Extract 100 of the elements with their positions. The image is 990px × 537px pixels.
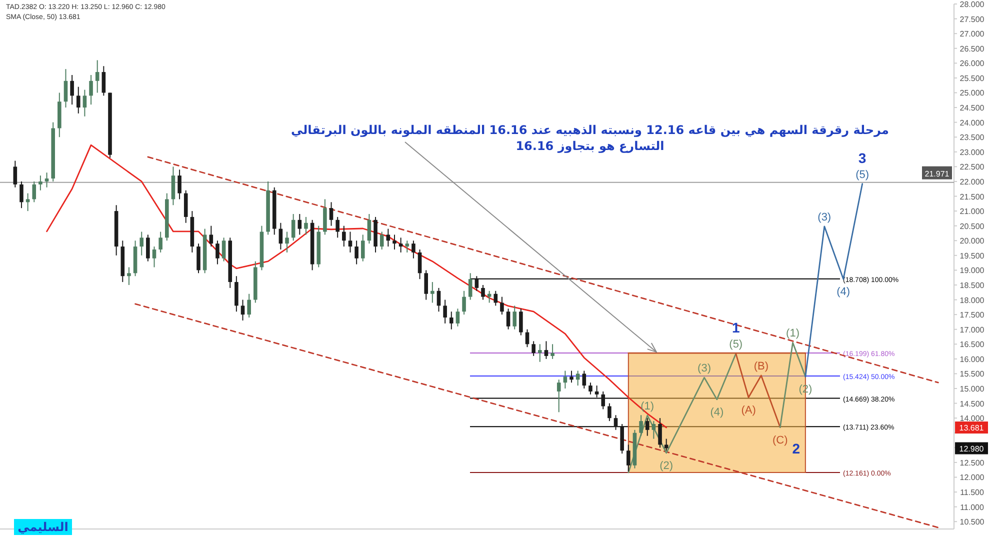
candlestick	[140, 231, 144, 256]
candlestick	[13, 160, 18, 188]
candlestick	[44, 172, 49, 188]
candlestick	[234, 276, 238, 312]
candlestick	[216, 240, 220, 265]
candlestick	[178, 169, 182, 200]
candlestick	[614, 414, 618, 430]
annotation: (A)	[741, 404, 756, 416]
candlestick	[32, 180, 36, 203]
y-tick-label: 18.500	[960, 280, 985, 290]
candlestick	[462, 290, 466, 316]
candlestick	[576, 370, 580, 386]
annotation: 1 (5)	[729, 320, 743, 351]
y-tick-label: 23.500	[960, 133, 985, 142]
annotation: (2)	[798, 384, 812, 396]
candlestick	[468, 272, 472, 300]
candlestick	[608, 402, 612, 422]
candlestick	[398, 237, 403, 253]
candlestick	[64, 68, 68, 108]
y-tick-label: 14.500	[960, 399, 985, 408]
y-tick-label: 19.000	[960, 266, 985, 276]
candlestick	[392, 234, 396, 250]
candlestick	[367, 214, 372, 244]
annotation: السليمي	[18, 520, 68, 534]
candlestick	[601, 390, 606, 410]
y-tick-label: 25.000	[960, 88, 985, 98]
candlestick	[360, 234, 365, 262]
candlestick	[342, 225, 346, 248]
y-tick-label: 22.000	[960, 177, 985, 186]
y-tick-label: 28.000	[960, 0, 985, 9]
annotation: (B)	[754, 360, 769, 372]
candlestick	[418, 248, 422, 280]
candlestick	[240, 299, 245, 321]
candlestick	[474, 276, 479, 292]
line-series	[628, 352, 737, 474]
candlestick	[95, 60, 100, 94]
candlestick	[127, 266, 131, 286]
y-tick-label: 27.500	[960, 14, 985, 24]
candlestick	[570, 370, 574, 384]
text: 12.980	[959, 444, 984, 454]
candlestick	[354, 240, 358, 265]
candlestick	[430, 282, 434, 304]
y-tick-label: 20.000	[960, 236, 985, 246]
candlestick	[70, 74, 74, 106]
y-tick-label: 23.000	[960, 148, 985, 157]
y-tick-label: 24.000	[960, 118, 985, 128]
candlestick	[594, 385, 599, 398]
candlestick	[494, 290, 498, 306]
candlestick	[538, 344, 542, 362]
candlestick	[89, 74, 93, 106]
annotation: (3)	[818, 211, 832, 224]
candlestick	[348, 231, 352, 253]
candlestick	[582, 370, 586, 390]
candlestick	[512, 305, 517, 330]
candlestick	[658, 418, 662, 448]
candlestick	[487, 290, 492, 304]
candlestick	[639, 414, 643, 436]
y-tick-label: 20.500	[960, 222, 985, 231]
candlestick	[386, 228, 390, 248]
y-tick-label: 16.000	[960, 354, 985, 364]
candlestick	[329, 202, 334, 226]
candlestick	[146, 234, 150, 262]
candlestick	[556, 379, 561, 413]
ref-line-label: 21.971	[924, 169, 950, 178]
candlestick	[588, 382, 592, 395]
candlestick	[102, 66, 106, 96]
candlestick	[481, 284, 485, 300]
candlestick	[171, 166, 176, 206]
text: 13.681	[959, 424, 984, 433]
y-tick-label: 16.500	[960, 340, 985, 350]
candlestick	[506, 308, 510, 330]
candlestick	[298, 214, 302, 236]
candlestick	[26, 192, 30, 212]
y-tick-label: 12.000	[960, 473, 985, 482]
candlestick	[500, 296, 504, 316]
candlestick	[20, 180, 24, 209]
y-tick-label: 25.500	[960, 74, 985, 83]
candlestick	[456, 308, 460, 327]
annotation: (4)	[710, 406, 724, 418]
candlestick	[550, 344, 554, 360]
y-tick-label: 17.000	[960, 325, 985, 334]
annotation: (1)	[640, 400, 654, 412]
candlestick	[652, 420, 656, 440]
candlestick	[247, 293, 251, 318]
candlestick	[544, 340, 548, 360]
candlestick	[532, 340, 536, 356]
candlestick	[436, 287, 441, 312]
annotation: (3)	[698, 362, 711, 375]
annotation: (C) 2	[772, 434, 800, 456]
candlestick	[278, 222, 283, 250]
y-tick-label: 26.500	[960, 44, 985, 54]
y-tick-label: 27.000	[960, 30, 985, 39]
y-tick-label: 14.000	[960, 414, 985, 424]
y-tick-label: 26.000	[960, 59, 985, 68]
candlestick	[82, 89, 87, 117]
y-tick-label: 11.500	[960, 488, 984, 498]
candlestick	[38, 175, 42, 191]
candlestick	[626, 444, 630, 472]
candlestick	[76, 86, 80, 114]
candlestick	[196, 243, 200, 274]
